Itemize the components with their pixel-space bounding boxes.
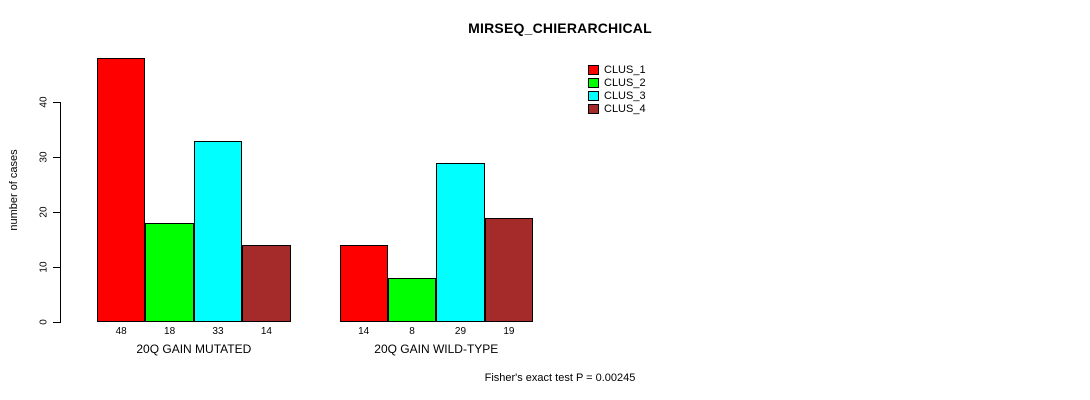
y-axis-tick [53, 102, 60, 103]
y-axis-label: number of cases [8, 149, 20, 231]
bar-clus_2 [145, 223, 194, 322]
legend-item-clus_4: CLUS_4 [588, 102, 646, 115]
bar-value-label: 33 [212, 326, 224, 337]
bar-value-label: 14 [260, 326, 272, 337]
legend-item-clus_1: CLUS_1 [588, 63, 646, 76]
bar-value-label: 19 [503, 326, 515, 337]
statistical-test-note: Fisher's exact test P = 0.00245 [484, 372, 636, 384]
y-axis-tick [53, 212, 60, 213]
y-axis-tick [53, 267, 60, 268]
bar-clus_3 [193, 140, 243, 322]
bar-clus_4 [484, 217, 534, 322]
legend-label: CLUS_4 [604, 102, 646, 115]
bar-clus_4 [242, 245, 291, 322]
legend: CLUS_1 CLUS_2 CLUS_3 CLUS_4 [588, 63, 646, 115]
legend-item-clus_3: CLUS_3 [588, 89, 646, 102]
bar-value-label: 29 [454, 326, 467, 337]
legend-swatch-clus_4 [588, 103, 599, 114]
chart-title: MIRSEQ_CHIERARCHICAL [468, 20, 652, 36]
bar-clus_1 [339, 245, 388, 322]
legend-item-clus_2: CLUS_2 [588, 76, 646, 89]
y-axis-tick-label: 20 [38, 206, 50, 218]
legend-label: CLUS_1 [604, 63, 646, 76]
bar-value-label: 14 [358, 326, 370, 337]
legend-swatch-clus_3 [588, 90, 599, 101]
bar-clus_3 [436, 162, 485, 322]
legend-label: CLUS_3 [604, 89, 646, 102]
bar-clus_2 [387, 278, 437, 322]
legend-swatch-clus_2 [588, 77, 599, 88]
category-label: 20Q GAIN WILD-TYPE [374, 342, 499, 356]
bar-clus_1 [97, 58, 146, 322]
bar-value-label: 8 [409, 326, 415, 337]
category-label: 20Q GAIN MUTATED [136, 342, 252, 356]
legend-label: CLUS_2 [604, 76, 646, 89]
y-axis-tick-label: 0 [38, 319, 50, 325]
y-axis-tick-label: 30 [38, 151, 50, 163]
legend-swatch-clus_1 [588, 64, 599, 75]
y-axis-line [60, 102, 61, 323]
y-axis-tick [53, 322, 60, 323]
bar-value-label: 18 [164, 326, 176, 337]
bar-value-label: 48 [115, 326, 127, 337]
y-axis-tick [53, 157, 60, 158]
y-axis-tick-label: 40 [38, 96, 50, 108]
y-axis-tick-label: 10 [38, 261, 50, 273]
